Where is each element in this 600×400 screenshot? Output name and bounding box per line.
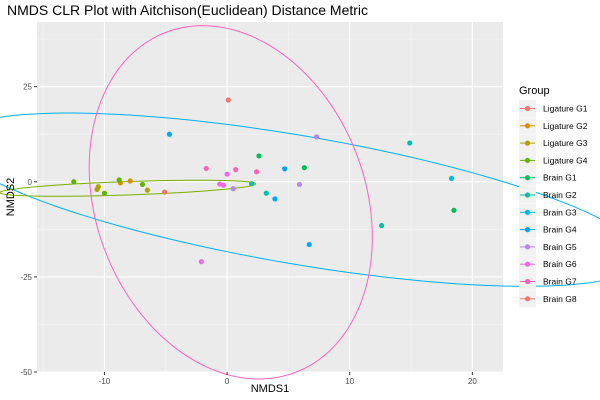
data-point: [144, 187, 150, 193]
legend-label: Brain G7: [543, 277, 577, 287]
legend-label: Brain G1: [543, 173, 577, 183]
legend-item: Brain G5: [519, 238, 577, 256]
legend-item: Brain G3: [519, 203, 577, 221]
legend-key-point: [524, 123, 531, 129]
legend-label: Ligature G2: [543, 121, 588, 131]
legend-key-point: [524, 209, 531, 215]
legend-item: Brain G4: [519, 221, 577, 239]
legend-label: Ligature G1: [543, 104, 588, 114]
legend-key-point: [524, 192, 531, 198]
legend-key-point: [524, 175, 531, 181]
data-point: [249, 181, 255, 187]
legend-item: Brain G2: [519, 186, 577, 204]
y-axis-ticks: -50 -25 0 25: [20, 83, 37, 377]
data-point: [296, 181, 303, 188]
legend-label: Brain G3: [543, 207, 577, 217]
grid-minor: [37, 22, 503, 372]
legend-label: Brain G4: [543, 225, 577, 235]
legend-label: Brain G8: [543, 294, 577, 304]
data-point: [233, 167, 239, 173]
x-axis-title: NMDS1: [251, 383, 290, 395]
legend-items: Ligature G1 Ligature G2 Ligature G3 Ligatur…: [519, 100, 588, 308]
data-point: [220, 182, 226, 188]
y-tick-label: -25: [20, 273, 32, 282]
data-point: [101, 190, 108, 196]
legend-item: Ligature G3: [519, 134, 588, 152]
legend-key-point: [524, 296, 531, 302]
x-axis-ticks: -10 0 10 20: [99, 372, 477, 386]
data-point: [448, 175, 455, 181]
legend-key-point: [524, 261, 531, 267]
data-point: [225, 97, 231, 103]
y-tick-label: 25: [23, 83, 32, 92]
data-point: [230, 186, 236, 192]
data-point: [203, 165, 209, 172]
confidence-ellipse: [0, 179, 257, 197]
legend-label: Brain G5: [543, 242, 577, 252]
ellipses-layer: [0, 25, 600, 380]
data-point: [198, 259, 204, 265]
legend-item: Ligature G2: [519, 117, 588, 135]
legend-key-point: [524, 140, 531, 146]
grid-major: [37, 22, 503, 373]
y-axis-title: NMDS2: [5, 178, 17, 217]
legend-label: Ligature G3: [543, 138, 588, 148]
data-point: [139, 181, 146, 188]
chart-title: NMDS CLR Plot with Aitchison(Euclidean) …: [7, 2, 368, 18]
confidence-ellipse: [0, 112, 600, 287]
data-point: [378, 222, 385, 229]
data-point: [282, 166, 288, 172]
legend-key-point: [524, 105, 531, 112]
legend-item: Brain G7: [519, 273, 577, 290]
legend-key-point: [524, 157, 531, 163]
x-tick-label: 10: [345, 377, 354, 386]
data-point: [224, 171, 230, 177]
data-point: [95, 184, 101, 190]
legend-label: Brain G2: [543, 190, 577, 200]
legend-item: Ligature G4: [519, 151, 588, 169]
data-point: [263, 190, 269, 196]
x-tick-label: 0: [225, 377, 230, 386]
data-point: [306, 241, 312, 248]
data-point: [127, 178, 133, 184]
y-tick-label: -50: [20, 368, 32, 377]
data-point: [161, 189, 168, 195]
data-point: [301, 165, 307, 171]
legend-item: Brain G8: [519, 290, 577, 308]
y-tick-label: 0: [28, 178, 33, 187]
plot-panel: [37, 22, 503, 372]
legend-label: Ligature G4: [543, 155, 588, 165]
legend-item: Brain G6: [519, 255, 577, 273]
data-point: [407, 140, 413, 146]
confidence-ellipse: [88, 25, 373, 380]
data-point: [166, 131, 173, 137]
data-point: [256, 153, 262, 159]
legend-key-point: [524, 227, 531, 233]
legend-key-point: [524, 244, 531, 250]
legend-label: Brain G6: [543, 259, 577, 269]
data-point: [314, 134, 320, 140]
data-point: [71, 179, 77, 185]
legend-item: Ligature G1: [519, 100, 588, 117]
points-layer: [71, 97, 457, 265]
x-tick-label: -10: [99, 377, 111, 386]
data-point: [272, 196, 278, 202]
data-point: [451, 207, 457, 213]
legend-key-point: [524, 278, 531, 285]
legend-title: Group: [519, 85, 550, 97]
data-point: [253, 169, 260, 175]
legend-item: Brain G1: [519, 169, 577, 187]
x-tick-label: 20: [468, 377, 477, 386]
data-point: [116, 177, 122, 183]
